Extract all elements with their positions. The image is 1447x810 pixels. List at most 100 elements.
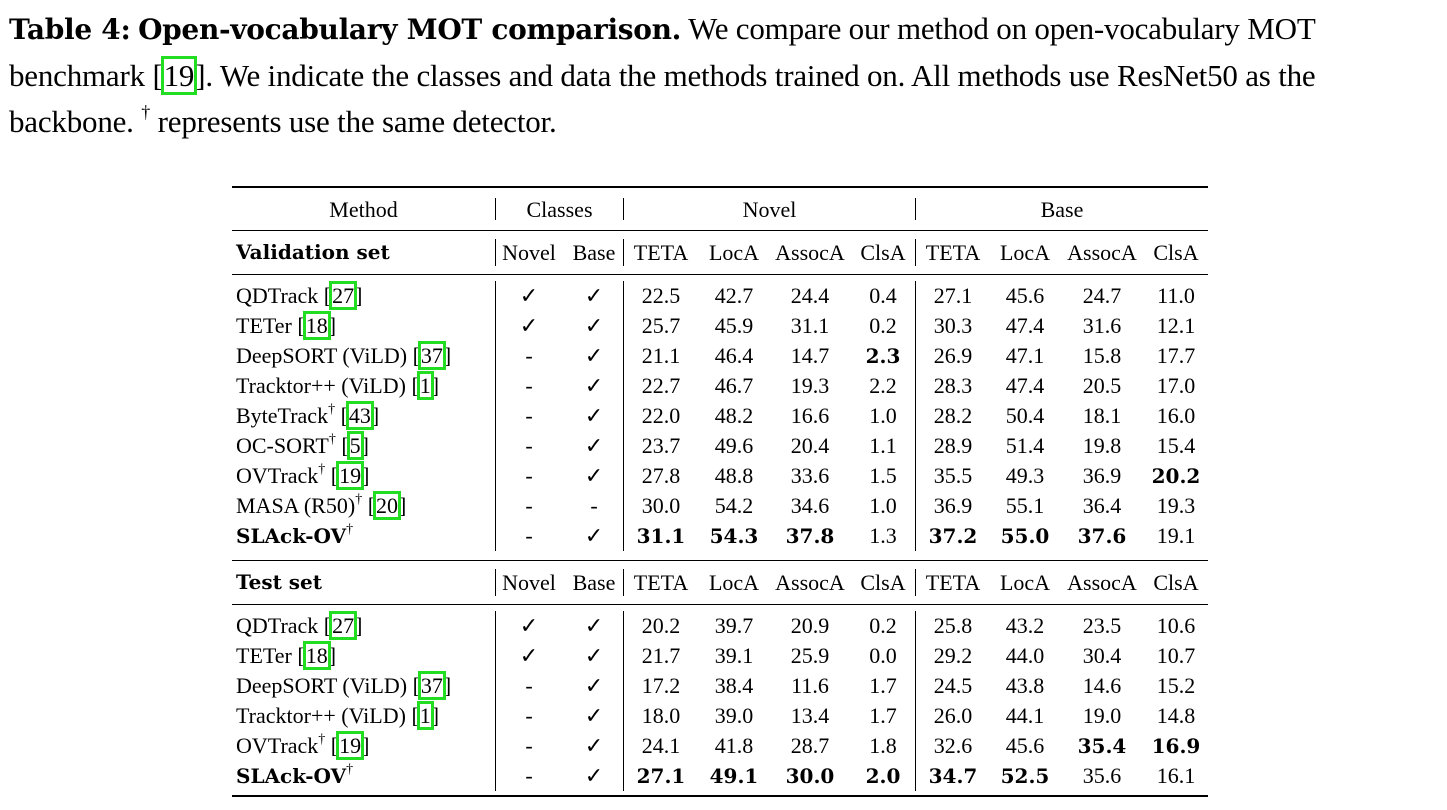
novel-header: Novel [742, 197, 797, 222]
metric-value: 1.3 [869, 523, 897, 548]
metric-value: 1.1 [869, 433, 897, 458]
method-label: OVTrack [236, 463, 319, 488]
metric-value: 35.6 [1082, 763, 1122, 788]
metric-value: 29.2 [933, 643, 973, 668]
class-mark: ✓ [584, 433, 604, 458]
metric-value: 47.4 [1005, 373, 1045, 398]
metric-value: 37.8 [785, 524, 835, 548]
class-mark: - [525, 673, 533, 698]
metric-value: 19.1 [1156, 523, 1196, 548]
metric-value: 20.2 [641, 613, 681, 638]
metric-value: 26.0 [933, 703, 973, 728]
metric-value: 35.5 [933, 463, 973, 488]
method-label: SLAck-OV [236, 524, 347, 548]
column-header: TETA [925, 570, 981, 595]
metric-value: 28.3 [933, 373, 973, 398]
column-header: LocA [999, 240, 1051, 265]
class-mark: ✓ [584, 763, 604, 788]
metric-value: 18.0 [641, 703, 681, 728]
table-row: SLAck-OV† - ✓ 27.1 49.1 30.0 2.0 34.7 52.5 35.6 16… [232, 761, 1208, 791]
class-mark: - [525, 703, 533, 728]
citation-link[interactable]: 5 [346, 431, 364, 460]
citation-link[interactable]: 27 [329, 281, 358, 310]
method-label: QDTrack [236, 613, 319, 638]
method-name: QDTrack [27] [236, 611, 363, 640]
class-mark: ✓ [519, 643, 539, 668]
metric-value: 30.3 [933, 313, 973, 338]
class-mark: ✓ [519, 313, 539, 338]
metric-value: 22.7 [641, 373, 681, 398]
citation-link[interactable]: 37 [417, 341, 446, 370]
method-label: TETer [236, 313, 292, 338]
dagger-mark: † [328, 432, 336, 447]
metric-value: 31.1 [636, 524, 686, 548]
method-name: DeepSORT (ViLD) [37] [236, 341, 452, 370]
citation-link[interactable]: 27 [329, 611, 358, 640]
caption-label: Table 4: [9, 13, 131, 46]
metric-value: 37.6 [1077, 524, 1127, 548]
metric-value: 1.0 [869, 493, 897, 518]
metric-value: 28.2 [933, 403, 973, 428]
class-mark: ✓ [584, 343, 604, 368]
method-name: TETer [18] [236, 311, 337, 340]
method-name: TETer [18] [236, 641, 337, 670]
class-mark: - [525, 403, 533, 428]
table-row: Tracktor++ (ViLD) [1] - ✓ 18.0 39.0 13.4 1.7 26… [232, 701, 1208, 731]
citation-link[interactable]: 20 [373, 491, 402, 520]
metric-value: 30.0 [641, 493, 681, 518]
citation-link[interactable]: 18 [302, 311, 331, 340]
citation-link[interactable]: 19 [336, 461, 365, 490]
metric-value: 10.6 [1156, 613, 1196, 638]
dagger-mark: † [355, 492, 363, 507]
group-header-row: Method Classes Novel Base [232, 188, 1208, 230]
citation-link[interactable]: 19 [160, 56, 198, 95]
citation-link[interactable]: 37 [417, 671, 446, 700]
metric-value: 46.7 [714, 373, 754, 398]
metric-value: 13.4 [790, 703, 830, 728]
metric-value: 17.7 [1156, 343, 1196, 368]
table-row: MASA (R50)† [20] - - 30.0 54.2 34.6 1.0 36.9 55.… [232, 491, 1208, 521]
metric-value: 33.6 [790, 463, 830, 488]
metric-value: 20.4 [790, 433, 830, 458]
table-caption: Table 4: Open-vocabulary MOT comparison.… [9, 6, 1441, 145]
metric-value: 50.4 [1005, 403, 1045, 428]
method-label: TETer [236, 643, 292, 668]
metric-value: 21.1 [641, 343, 681, 368]
dagger-mark: † [328, 402, 336, 417]
method-label: DeepSORT (ViLD) [236, 343, 408, 368]
class-mark: ✓ [519, 283, 539, 308]
subheader-rule [232, 604, 1208, 605]
citation-link[interactable]: 43 [345, 401, 374, 430]
column-header: LocA [708, 570, 760, 595]
metric-value: 45.6 [1005, 283, 1045, 308]
method-name: OC-SORT† [5] [236, 431, 369, 460]
citation-link[interactable]: 1 [416, 701, 434, 730]
method-header: Method [329, 197, 398, 222]
column-header: AssocA [1067, 570, 1137, 595]
metric-value: 14.8 [1156, 703, 1196, 728]
column-header: AssocA [775, 570, 845, 595]
metric-value: 32.6 [933, 733, 973, 758]
metric-value: 20.9 [790, 613, 830, 638]
citation-link[interactable]: 18 [302, 641, 331, 670]
metric-value: 49.1 [709, 764, 759, 788]
metric-value: 28.7 [790, 733, 830, 758]
class-mark: ✓ [519, 613, 539, 638]
class-mark: - [525, 373, 533, 398]
table-row: OVTrack† [19] - ✓ 24.1 41.8 28.7 1.8 32.6 45.6 35… [232, 731, 1208, 761]
metric-value: 11.6 [791, 673, 829, 698]
citation-link[interactable]: 1 [416, 371, 434, 400]
citation-link[interactable]: 19 [336, 731, 365, 760]
column-header: TETA [633, 240, 689, 265]
metric-value: 34.7 [928, 764, 978, 788]
metric-value: 44.1 [1005, 703, 1045, 728]
metric-value: 19.3 [1156, 493, 1196, 518]
metric-value: 10.7 [1156, 643, 1196, 668]
table-row: TETer [18] ✓ ✓ 21.7 39.1 25.9 0.0 29.2 44.0 30.4 1… [232, 641, 1208, 671]
method-label: Tracktor++ (ViLD) [236, 703, 406, 728]
class-mark: ✓ [584, 463, 604, 488]
metric-value: 2.2 [869, 373, 897, 398]
column-header: LocA [999, 570, 1051, 595]
base-header: Base [1040, 197, 1084, 222]
metric-value: 30.4 [1082, 643, 1122, 668]
